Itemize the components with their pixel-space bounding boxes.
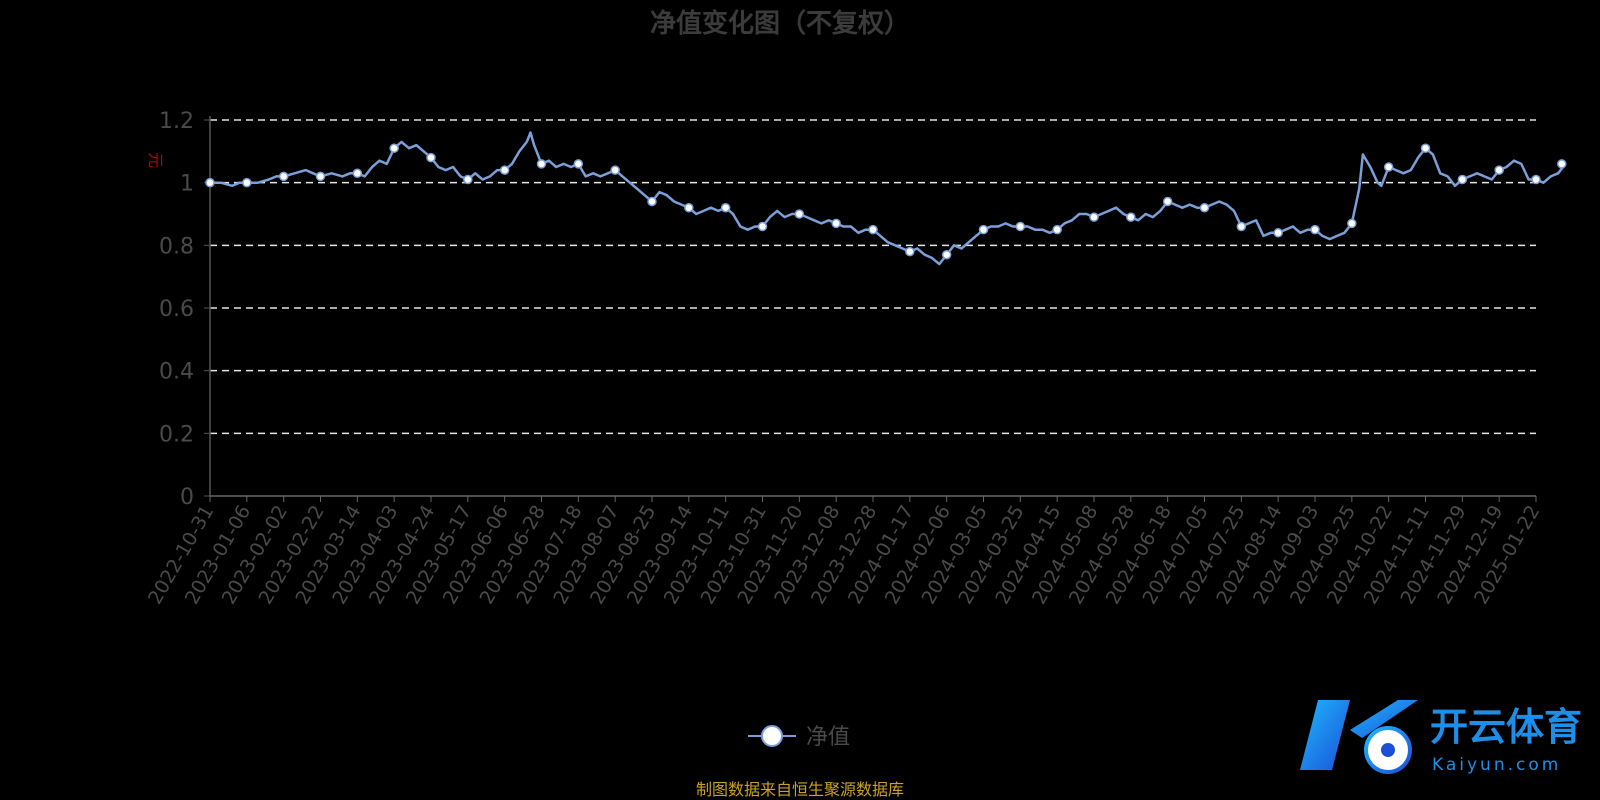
y-tick-label: 0 bbox=[180, 485, 194, 510]
data-point[interactable] bbox=[1273, 228, 1283, 238]
data-point[interactable] bbox=[1089, 212, 1099, 222]
data-point[interactable] bbox=[1420, 143, 1431, 153]
watermark-logo: 开云体育 Kaiyun.com bbox=[1300, 700, 1582, 775]
data-point[interactable] bbox=[1310, 224, 1320, 235]
y-tick-label: 1.2 bbox=[159, 109, 194, 134]
data-point[interactable] bbox=[1126, 212, 1136, 222]
y-tick-label: 0.2 bbox=[159, 422, 194, 447]
data-point[interactable] bbox=[1531, 174, 1541, 185]
data-point[interactable] bbox=[1347, 218, 1357, 229]
legend-marker-swatch bbox=[761, 725, 783, 747]
series-path-net-value bbox=[210, 131, 1567, 266]
data-point[interactable] bbox=[573, 159, 584, 169]
data-point[interactable] bbox=[794, 209, 805, 219]
data-point[interactable] bbox=[720, 202, 731, 213]
data-point[interactable] bbox=[1383, 162, 1394, 172]
data-point[interactable] bbox=[757, 221, 768, 232]
data-point[interactable] bbox=[647, 196, 657, 207]
data-point[interactable] bbox=[1015, 221, 1026, 232]
data-point[interactable] bbox=[1162, 196, 1173, 207]
data-point[interactable] bbox=[1199, 202, 1210, 213]
data-point[interactable] bbox=[426, 152, 436, 163]
y-tick-label: 0.4 bbox=[159, 360, 194, 385]
data-point[interactable] bbox=[278, 171, 289, 182]
data-point[interactable] bbox=[1557, 159, 1567, 169]
data-point[interactable] bbox=[352, 168, 363, 179]
data-point[interactable] bbox=[831, 218, 841, 229]
logo-k-icon bbox=[1300, 700, 1350, 770]
y-tick-labels: 0 0.2 0.4 0.6 0.8 1 1.2 bbox=[159, 109, 210, 510]
series-line bbox=[210, 131, 1567, 266]
source-note: 制图数据来自恒生聚源数据库 bbox=[696, 780, 904, 799]
y-tick-label: 0.6 bbox=[159, 297, 194, 322]
data-point[interactable] bbox=[868, 224, 878, 235]
axes bbox=[209, 116, 1536, 497]
watermark-subtext: Kaiyun.com bbox=[1432, 755, 1561, 775]
data-point[interactable] bbox=[941, 249, 952, 260]
x-tick-labels: 2022-10-312023-01-062023-02-022023-02-22… bbox=[144, 496, 1544, 608]
data-point[interactable] bbox=[499, 165, 510, 175]
gridlines bbox=[210, 119, 1536, 435]
data-point[interactable] bbox=[536, 159, 547, 169]
legend[interactable]: 净值 bbox=[748, 725, 850, 750]
y-axis-unit-label: 元 bbox=[146, 152, 165, 168]
data-point[interactable] bbox=[242, 177, 252, 188]
data-point[interactable] bbox=[1236, 221, 1247, 232]
data-point[interactable] bbox=[389, 143, 399, 153]
y-tick-label: 0.8 bbox=[159, 234, 194, 259]
data-point[interactable] bbox=[684, 202, 694, 213]
data-point[interactable] bbox=[610, 165, 620, 175]
data-point[interactable] bbox=[205, 177, 215, 188]
data-point[interactable] bbox=[1457, 174, 1468, 185]
data-point[interactable] bbox=[1052, 224, 1062, 235]
chart-title: 净值变化图（不复权） bbox=[650, 8, 910, 39]
data-point[interactable] bbox=[315, 171, 326, 182]
data-point[interactable] bbox=[1494, 165, 1504, 175]
data-point[interactable] bbox=[905, 246, 915, 257]
legend-label: 净值 bbox=[806, 725, 850, 750]
watermark-text: 开云体育 bbox=[1430, 705, 1582, 749]
y-tick-label: 1 bbox=[180, 172, 194, 197]
data-point[interactable] bbox=[978, 224, 989, 235]
series-markers bbox=[205, 143, 1567, 260]
data-point[interactable] bbox=[463, 174, 473, 185]
